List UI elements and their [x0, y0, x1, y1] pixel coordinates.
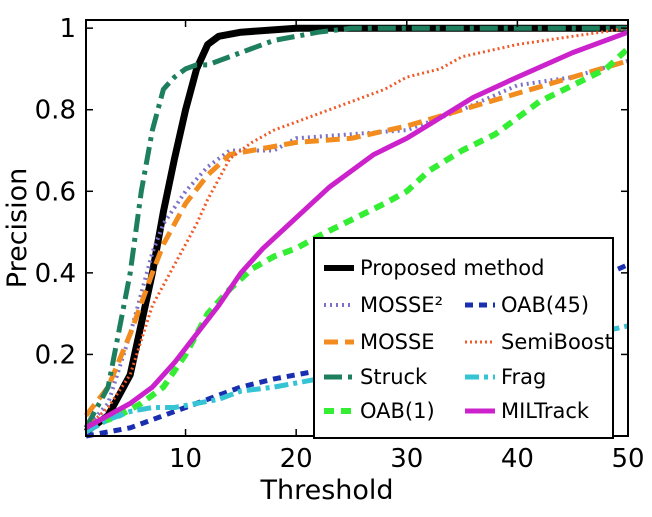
x-tick-label: 20 [280, 444, 313, 474]
legend-label: SemiBoost [501, 330, 613, 354]
legend-label: Proposed method [360, 256, 544, 280]
series-line-5 [84, 46, 631, 431]
x-axis-title: Threshold [259, 475, 393, 506]
ticks-layer: 10 20 30 40 50 0.2 0.4 0.6 0.8 1 [35, 14, 645, 474]
y-axis-title: Precision [2, 168, 33, 288]
legend-label: Frag [501, 365, 546, 389]
legend: Proposed method MOSSE² OAB(45) MOSSE SemiBoo… [313, 237, 614, 439]
series-line-7 [84, 26, 629, 429]
series-line-4 [83, 25, 628, 429]
legend-box [313, 237, 614, 439]
legend-label: OAB(45) [501, 293, 589, 317]
x-tick-label: 50 [611, 444, 644, 474]
y-tick-label: 1 [59, 14, 76, 44]
x-tick-label: 10 [169, 444, 202, 474]
legend-label: MILTrack [501, 399, 590, 423]
legend-label: MOSSE² [360, 293, 443, 317]
y-tick-label: 0.4 [35, 259, 76, 289]
x-tick-label: 30 [390, 444, 423, 474]
y-tick-label: 0.2 [35, 340, 76, 370]
legend-label: Struck [360, 365, 428, 389]
series-line-3 [84, 58, 629, 418]
x-tick-label: 40 [501, 444, 534, 474]
y-tick-label: 0.6 [35, 177, 76, 207]
y-tick-label: 0.8 [35, 96, 76, 126]
legend-label: MOSSE [360, 330, 435, 354]
legend-label: OAB(1) [360, 399, 435, 423]
series-line-9 [84, 29, 629, 430]
